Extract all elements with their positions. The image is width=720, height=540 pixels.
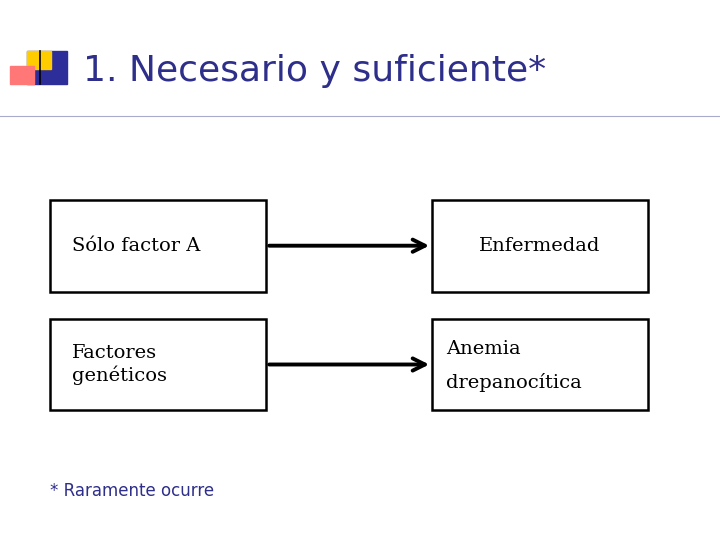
Bar xyxy=(27,51,67,84)
Text: Factores
genéticos: Factores genéticos xyxy=(72,344,167,385)
Text: Sólo factor A: Sólo factor A xyxy=(72,237,200,255)
Bar xyxy=(50,319,266,410)
Bar xyxy=(432,200,648,292)
Text: Enfermedad: Enfermedad xyxy=(480,237,600,255)
Bar xyxy=(27,51,51,69)
Text: * Raramente ocurre: * Raramente ocurre xyxy=(50,482,215,501)
Bar xyxy=(432,319,648,410)
Text: 1. Necesario y suficiente*: 1. Necesario y suficiente* xyxy=(83,55,546,88)
Text: drepanocítica: drepanocítica xyxy=(446,373,582,393)
Text: Anemia: Anemia xyxy=(446,340,521,358)
Bar xyxy=(10,66,34,84)
Bar xyxy=(50,200,266,292)
